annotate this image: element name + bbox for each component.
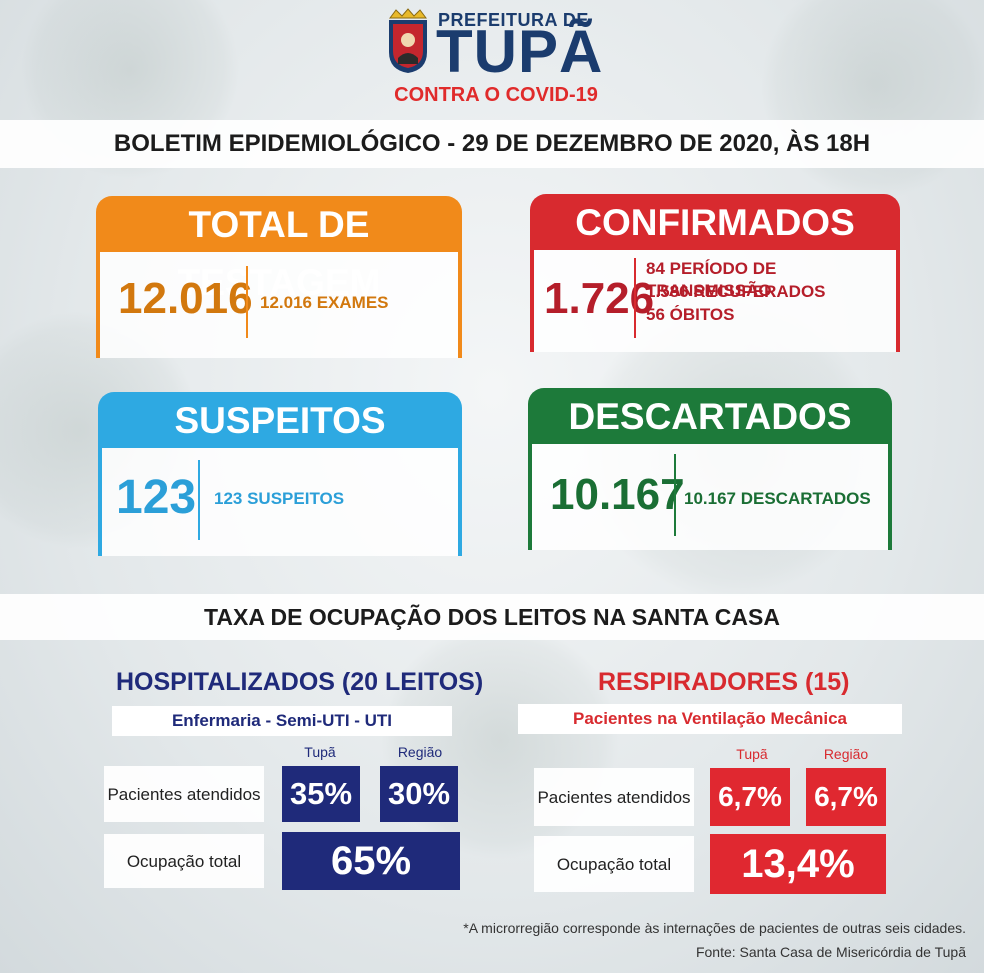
card-title: TOTAL DE TESTAGEM — [96, 196, 462, 303]
card-detail: 84 PERÍODO DE TRANSMISSÃO — [646, 259, 777, 300]
card-confirmados: CONFIRMADOS 1.726 84 PERÍODO DE TRANSMIS… — [530, 194, 900, 352]
hospitalizados-total-value: 65% — [282, 832, 460, 890]
card-body: 1.726 84 PERÍODO DE TRANSMISSÃO 1.586 RE… — [530, 250, 900, 352]
respiradores-regiao-value: 6,7% — [806, 768, 886, 826]
hospitalizados-subtitle: Enfermaria - Semi-UTI - UTI — [112, 706, 452, 736]
divider — [246, 266, 248, 338]
card-title: CONFIRMADOS — [530, 194, 900, 250]
card-descartados: DESCARTADOS 10.167 10.167 DESCARTADOS — [528, 388, 892, 550]
card-detail: 1.586 RECUPERADOS — [646, 282, 826, 301]
card-body: 123 123 SUSPEITOS — [98, 448, 462, 556]
column-header-tupa: Tupã — [304, 744, 336, 760]
respiradores-tupa-value: 6,7% — [710, 768, 790, 826]
column-header-regiao: Região — [397, 744, 443, 760]
bed-occupancy-title: TAXA DE OCUPAÇÃO DOS LEITOS NA SANTA CAS… — [0, 594, 984, 640]
source-credit: Fonte: Santa Casa de Misericórdia de Tup… — [695, 944, 966, 960]
row-label-ocupacao: Ocupação total — [534, 836, 694, 892]
brand-small-text: PREFEITURA DE — [438, 10, 589, 30]
hospitalizados-title: HOSPITALIZADOS (20 LEITOS) — [116, 668, 484, 696]
respiradores-subtitle: Pacientes na Ventilação Mecânica — [518, 704, 902, 734]
footnote: *A microrregião corresponde às internaçõ… — [463, 920, 966, 936]
card-value: 12.016 — [118, 274, 253, 323]
card-total-testagem: TOTAL DE TESTAGEM 12.016 12.016 EXAMES — [96, 196, 462, 358]
card-title: DESCARTADOS — [528, 388, 892, 444]
hospitalizados-tupa-value: 35% — [282, 766, 360, 822]
row-label-ocupacao: Ocupação total — [104, 834, 264, 888]
card-body: 12.016 12.016 EXAMES — [96, 252, 462, 358]
card-value: 123 — [116, 471, 197, 524]
card-detail: 56 ÓBITOS — [646, 305, 735, 324]
bulletin-title: BOLETIM EPIDEMIOLÓGICO - 29 DE DEZEMBRO … — [0, 120, 984, 168]
card-title: SUSPEITOS — [98, 392, 462, 448]
divider — [198, 460, 200, 540]
brand-name: TUPÃ — [436, 18, 604, 85]
city-crest-logo — [389, 8, 427, 73]
column-header-tupa: Tupã — [736, 746, 768, 762]
brand-subtitle: CONTRA O COVID-19 — [394, 84, 598, 106]
card-suspeitos: SUSPEITOS 123 123 SUSPEITOS — [98, 392, 462, 556]
column-header-regiao: Região — [823, 746, 869, 762]
hospitalizados-regiao-value: 30% — [380, 766, 458, 822]
virus-decoration — [760, 0, 984, 200]
card-detail: 10.167 DESCARTADOS — [684, 489, 871, 508]
row-label-pacientes: Pacientes atendidos — [104, 766, 264, 822]
card-value: 1.726 — [544, 274, 655, 323]
row-label-pacientes: Pacientes atendidos — [534, 768, 694, 826]
divider — [674, 454, 676, 536]
card-detail: 123 SUSPEITOS — [214, 489, 345, 508]
card-value: 10.167 — [550, 470, 685, 519]
card-body: 10.167 10.167 DESCARTADOS — [528, 444, 892, 550]
card-detail: 12.016 EXAMES — [260, 293, 389, 312]
respiradores-title: RESPIRADORES (15) — [598, 668, 850, 696]
respiradores-total-value: 13,4% — [710, 834, 886, 894]
divider — [634, 258, 636, 338]
